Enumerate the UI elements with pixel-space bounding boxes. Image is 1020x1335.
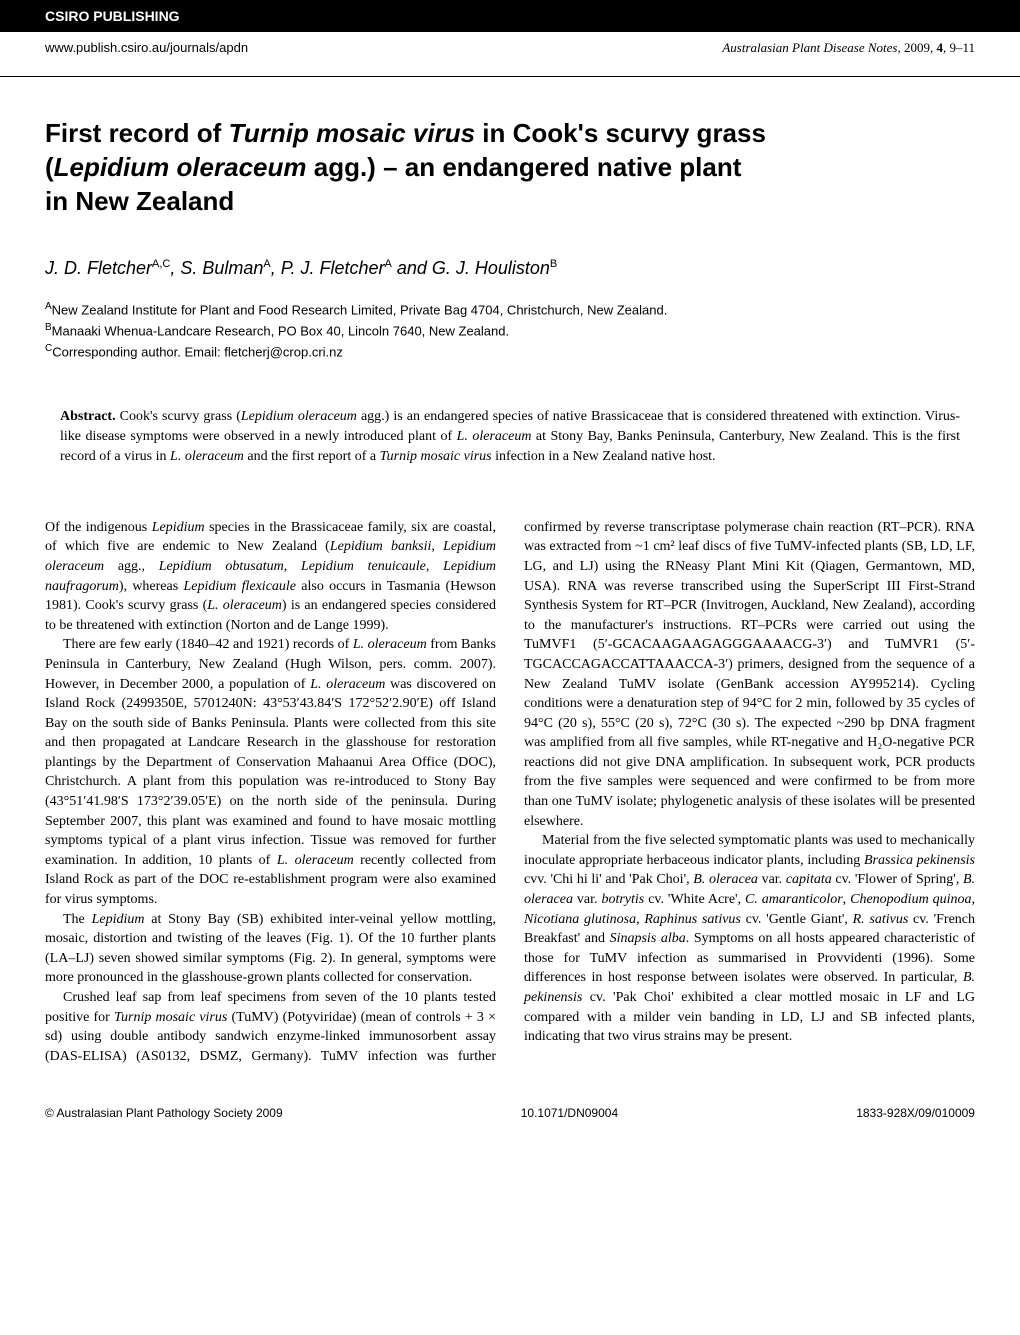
title-italic1: Turnip mosaic virus (228, 118, 475, 148)
affiliation-list: ANew Zealand Institute for Plant and Foo… (0, 299, 1020, 391)
footer-issn: 1833-928X/09/010009 (856, 1106, 975, 1120)
journal-name: Australasian Plant Disease Notes (722, 40, 897, 55)
publisher-bar: CSIRO PUBLISHING (0, 0, 1020, 32)
journal-citation: Australasian Plant Disease Notes, 2009, … (722, 40, 975, 56)
title-part2: in Cook's scurvy grass (475, 118, 766, 148)
body-paragraph: There are few early (1840–42 and 1921) r… (45, 635, 496, 909)
journal-pages: 9–11 (949, 40, 975, 55)
footer-copyright: © Australasian Plant Pathology Society 2… (45, 1106, 283, 1120)
title-italic2: Lepidium oleraceum (54, 152, 307, 182)
title-part1: First record of (45, 118, 228, 148)
title-block: First record of Turnip mosaic virus in C… (0, 77, 1020, 248)
body-paragraph: Of the indigenous Lepidium species in th… (45, 518, 496, 636)
page-footer: © Australasian Plant Pathology Society 2… (0, 1096, 1020, 1150)
title-part5: in New Zealand (45, 186, 234, 216)
abstract-text: Cook's scurvy grass (Lepidium oleraceum … (60, 409, 960, 465)
footer-doi: 10.1071/DN09004 (521, 1106, 618, 1120)
body-paragraph: The Lepidium at Stony Bay (SB) exhibited… (45, 910, 496, 988)
body-columns: Of the indigenous Lepidium species in th… (0, 498, 1020, 1097)
author-list: J. D. FletcherA,C, S. BulmanA, P. J. Fle… (0, 248, 1020, 299)
journal-url: www.publish.csiro.au/journals/apdn (45, 40, 248, 56)
header-meta-row: www.publish.csiro.au/journals/apdn Austr… (0, 32, 1020, 77)
page-container: CSIRO PUBLISHING www.publish.csiro.au/jo… (0, 0, 1020, 1150)
publisher-name: CSIRO PUBLISHING (45, 8, 180, 24)
journal-year: 2009 (904, 40, 930, 55)
abstract-label: Abstract. (60, 409, 116, 424)
title-part4: agg.) – an endangered native plant (307, 152, 742, 182)
article-title: First record of Turnip mosaic virus in C… (45, 117, 975, 218)
abstract-block: Abstract. Cook's scurvy grass (Lepidium … (0, 392, 1020, 498)
body-paragraph: Material from the five selected symptoma… (524, 831, 975, 1047)
title-part3: ( (45, 152, 54, 182)
